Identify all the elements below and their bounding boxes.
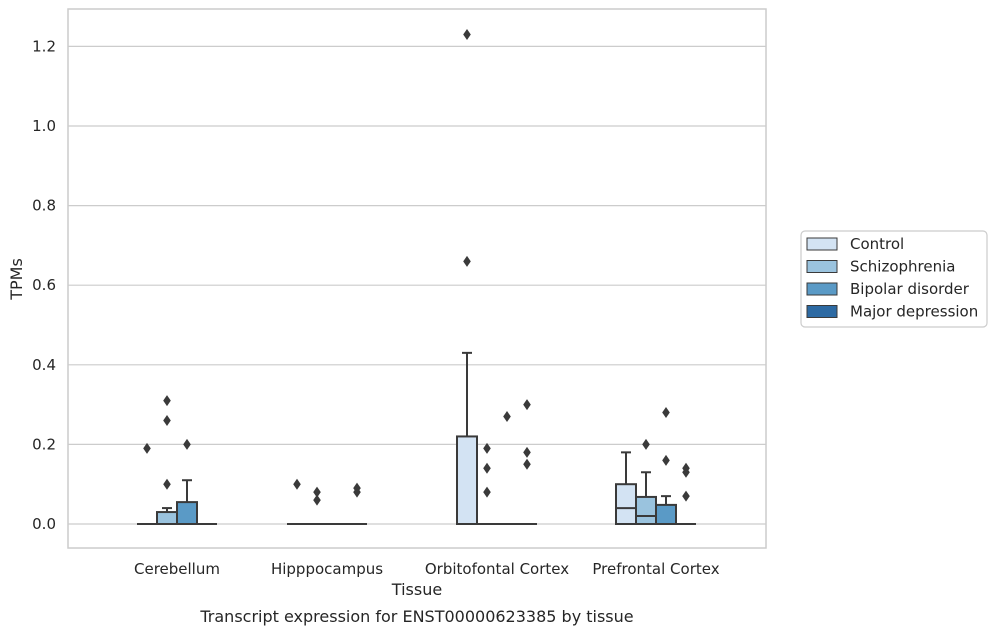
outlier-point xyxy=(642,438,650,450)
x-axis-label: Tissue xyxy=(391,580,442,599)
outlier-point xyxy=(313,494,321,506)
box-schizophrenia xyxy=(635,438,657,526)
outlier-point xyxy=(523,399,531,411)
plot-frame xyxy=(67,8,767,549)
box-control xyxy=(287,478,307,525)
box-control xyxy=(456,28,478,525)
y-tick-label: 1.2 xyxy=(32,37,56,55)
x-tick-label: Orbitofontal Cortex xyxy=(425,560,569,578)
box-schizophrenia xyxy=(156,395,178,525)
outlier-point xyxy=(682,462,690,474)
y-tick-label: 0.0 xyxy=(32,515,56,533)
outlier-point xyxy=(523,446,531,458)
box-bipolar-disorder xyxy=(655,407,677,525)
legend-box xyxy=(800,230,988,328)
box-body xyxy=(655,503,677,525)
legend-label: Bipolar disorder xyxy=(850,280,970,298)
legend-swatch xyxy=(806,282,838,296)
y-tick-label: 0.8 xyxy=(32,197,56,215)
box-schizophrenia xyxy=(307,486,327,525)
outlier-point xyxy=(163,415,171,427)
grid-lines xyxy=(68,45,766,525)
y-tick-label: 0.2 xyxy=(32,435,56,453)
outlier-point xyxy=(353,482,361,494)
x-tick-label: Prefrontal Cortex xyxy=(592,560,719,578)
outlier-point xyxy=(662,407,670,419)
box-bipolar-disorder xyxy=(497,411,517,525)
outlier-point xyxy=(163,395,171,407)
chart-caption: Transcript expression for ENST0000062338… xyxy=(199,607,633,626)
y-tick-label: 0.4 xyxy=(32,356,56,374)
legend-swatch xyxy=(806,237,838,251)
x-tick-label: Cerebellum xyxy=(134,560,220,578)
outlier-point xyxy=(483,442,491,454)
box-body xyxy=(615,483,637,526)
outlier-point xyxy=(483,462,491,474)
box-body xyxy=(456,435,478,525)
box-major-depression xyxy=(517,399,537,525)
box-body xyxy=(635,495,657,526)
box-major-depression xyxy=(676,462,696,525)
x-tick-label: Hipppocampus xyxy=(271,560,383,578)
outlier-point xyxy=(183,438,191,450)
legend-swatch xyxy=(806,305,838,318)
outlier-point xyxy=(523,458,531,470)
legend-label: Schizophrenia xyxy=(850,258,955,276)
plot-marks xyxy=(137,28,696,526)
y-tick-label: 0.6 xyxy=(32,276,56,294)
outlier-point xyxy=(682,490,690,502)
box-control xyxy=(137,442,157,525)
legend-label: Control xyxy=(850,235,904,253)
box-schizophrenia xyxy=(477,442,497,525)
outlier-point xyxy=(503,411,511,423)
outlier-point xyxy=(463,255,471,267)
outlier-point xyxy=(662,454,670,466)
y-axis-ticks: 0.0 0.2 0.4 0.6 0.8 1.0 1.2 xyxy=(32,37,56,533)
legend-swatch xyxy=(806,260,838,273)
outlier-point xyxy=(313,486,321,498)
box-body xyxy=(176,501,198,525)
y-tick-label: 1.0 xyxy=(32,117,56,135)
outlier-point xyxy=(463,28,471,40)
legend: Control Schizophrenia Bipolar disorder Majo… xyxy=(800,230,988,328)
y-axis-label: TPMs xyxy=(7,258,26,301)
outlier-point xyxy=(293,478,301,490)
outlier-point xyxy=(483,486,491,498)
outlier-point xyxy=(143,442,151,454)
box-control xyxy=(615,451,637,526)
box-bipolar-disorder xyxy=(176,438,198,525)
x-axis-ticks: Cerebellum Hipppocampus Orbitofontal Corte… xyxy=(134,560,720,578)
box-body xyxy=(156,511,178,525)
outlier-point xyxy=(163,478,171,490)
box-major-depression xyxy=(347,482,367,525)
legend-label: Major depression xyxy=(850,303,978,321)
